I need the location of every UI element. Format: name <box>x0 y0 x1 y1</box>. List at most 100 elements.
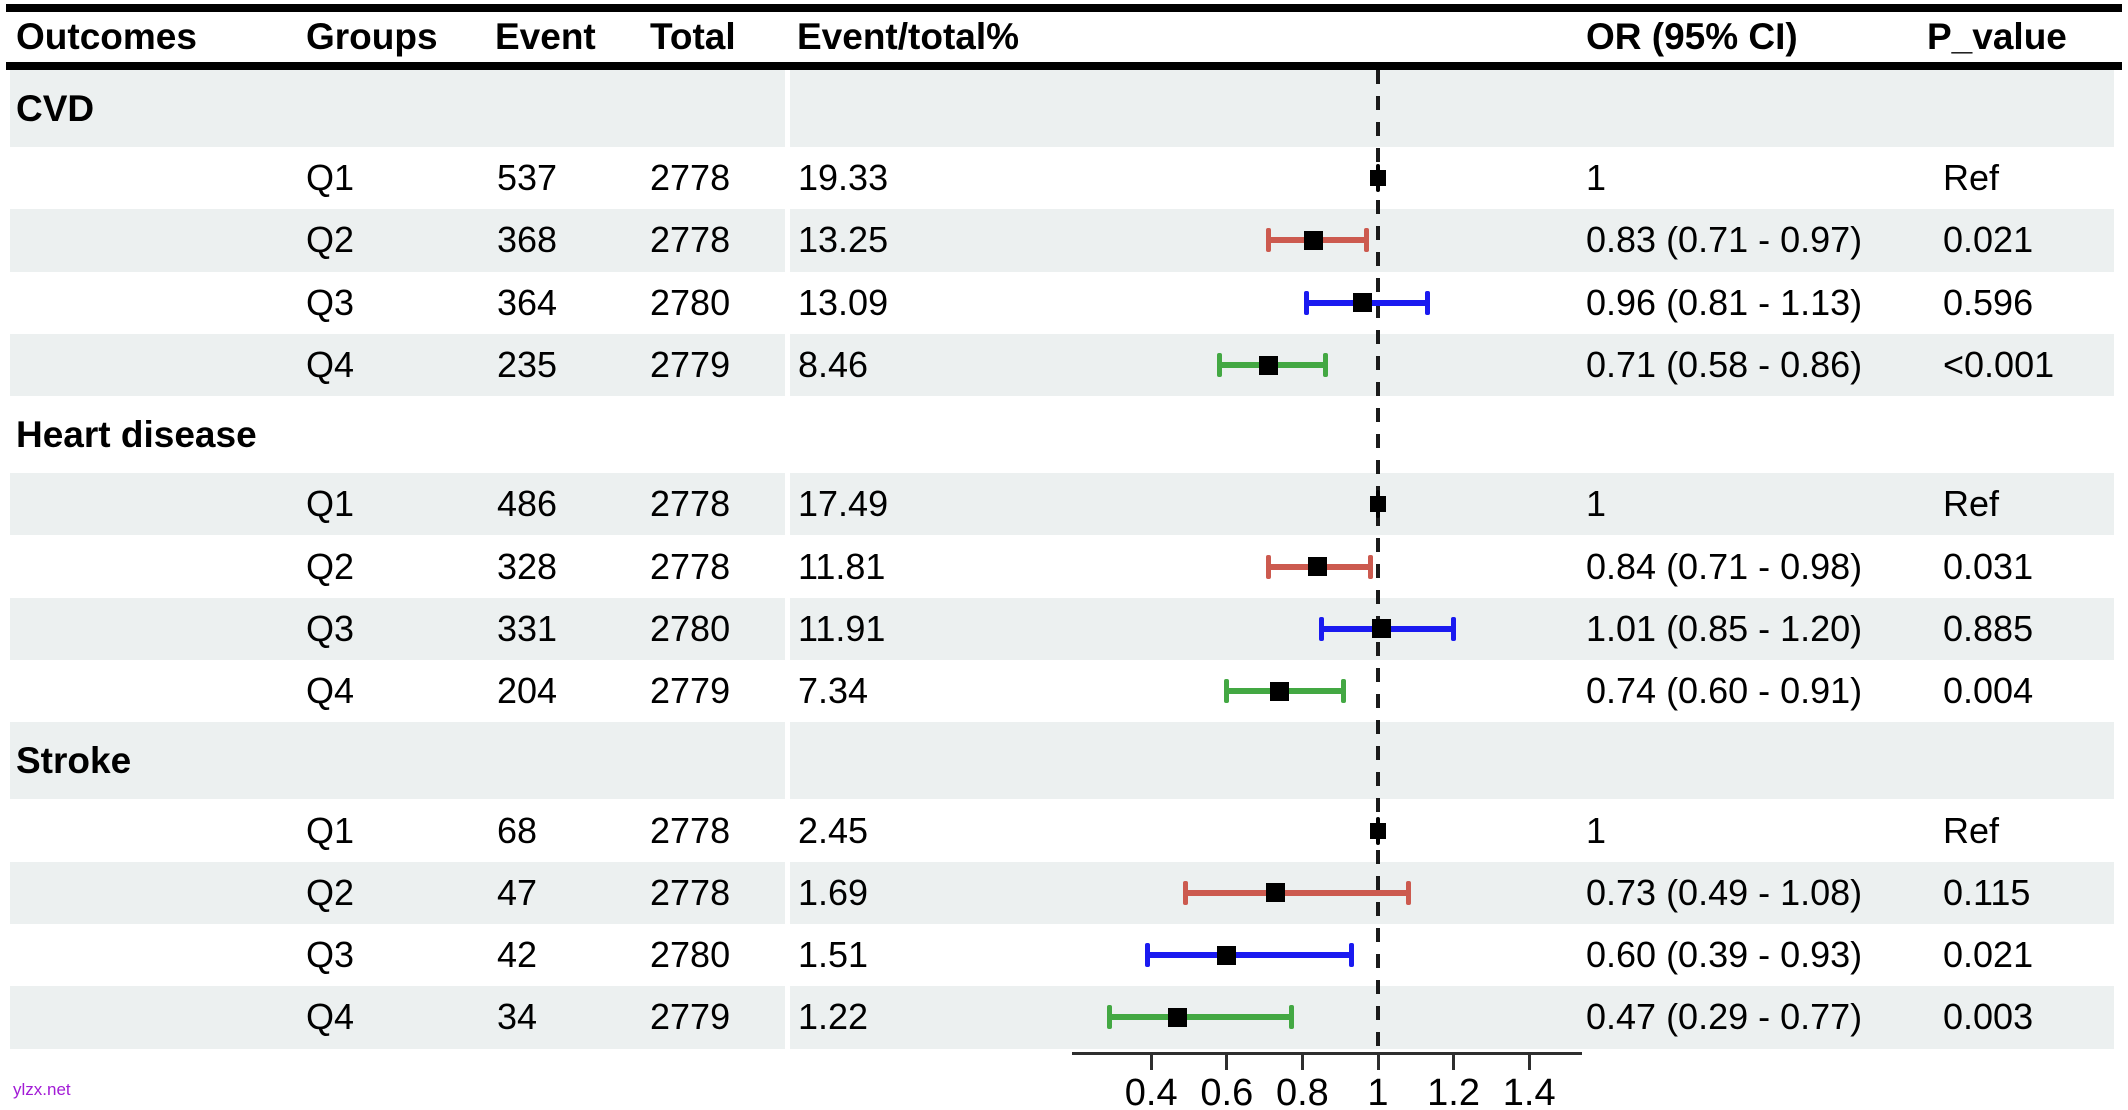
cell-total: 2780 <box>650 281 731 323</box>
cell-p-value: 0.596 <box>1943 281 2034 323</box>
section-row: Stroke <box>0 722 2128 800</box>
ci-cap-high <box>1364 228 1370 253</box>
cell-event-total-pct: 11.91 <box>798 607 886 649</box>
row-stripe <box>10 722 2114 800</box>
cell-total: 2778 <box>650 545 731 587</box>
cell-event-total-pct: 13.09 <box>798 281 889 323</box>
cell-total: 2779 <box>650 996 731 1038</box>
cell-p-value: 0.003 <box>1943 996 2034 1038</box>
cell-group: Q2 <box>306 545 355 587</box>
x-axis-tick-label: 1.2 <box>1427 1072 1480 1110</box>
x-axis-tick-label: 0.6 <box>1200 1072 1254 1110</box>
cell-total: 2778 <box>650 871 731 913</box>
table-row: Q3 331 2780 11.91 1.01 (0.85 - 1.20) 0.885 <box>0 597 2128 661</box>
cell-event-total-pct: 11.81 <box>798 545 886 587</box>
cell-total: 2780 <box>650 934 731 976</box>
cell-group: Q3 <box>306 934 355 976</box>
point-marker <box>1372 619 1392 639</box>
table-row: Q2 368 2778 13.25 0.83 (0.71 - 0.97) 0.021 <box>0 209 2128 272</box>
section-row: Heart disease <box>0 396 2128 473</box>
cell-total: 2778 <box>650 809 731 851</box>
cell-or-ci: 0.83 (0.71 - 0.97) <box>1586 219 1863 261</box>
cell-event: 368 <box>497 219 558 261</box>
top-border <box>6 4 2122 12</box>
cell-event-total-pct: 19.33 <box>798 157 889 199</box>
ci-cap-low <box>1107 1005 1113 1030</box>
cell-event: 364 <box>497 281 558 323</box>
cell-or-ci: 0.47 (0.29 - 0.77) <box>1586 996 1863 1038</box>
cell-or-ci: 0.74 (0.60 - 0.91) <box>1586 670 1863 712</box>
cell-p-value: 0.031 <box>1943 545 2034 587</box>
cell-event: 331 <box>497 607 558 649</box>
ci-cap-high <box>1349 943 1355 968</box>
table-row: Q3 42 2780 1.51 0.60 (0.39 - 0.93) 0.021 <box>0 924 2128 986</box>
cell-total: 2778 <box>650 483 731 525</box>
cell-group: Q2 <box>306 219 355 261</box>
column-header-groups: Groups <box>306 16 438 57</box>
ref-marker <box>1370 170 1386 187</box>
cell-p-value: Ref <box>1943 157 2000 199</box>
table-row: Q4 235 2779 8.46 0.71 (0.58 - 0.86) <0.001 <box>0 333 2128 397</box>
ci-bar <box>1109 1014 1292 1021</box>
point-marker <box>1308 557 1328 577</box>
ref-marker <box>1370 822 1386 839</box>
x-axis-tick <box>1300 1052 1304 1070</box>
cell-event-total-pct: 13.25 <box>798 219 889 261</box>
point-marker <box>1168 1007 1188 1027</box>
cell-total: 2779 <box>650 344 731 386</box>
ci-cap-low <box>1182 880 1188 905</box>
cell-event-total-pct: 17.49 <box>798 483 889 525</box>
cell-group: Q4 <box>306 670 355 712</box>
ci-cap-high <box>1405 880 1411 905</box>
cell-or-ci: 0.96 (0.81 - 1.13) <box>1586 281 1863 323</box>
cell-group: Q3 <box>306 281 355 323</box>
cell-event-total-pct: 7.34 <box>798 670 869 712</box>
x-axis-tick-label: 1 <box>1367 1072 1389 1110</box>
cell-event: 328 <box>497 545 558 587</box>
point-marker <box>1266 883 1286 903</box>
ci-cap-high <box>1424 290 1430 315</box>
column-divider <box>785 70 790 1049</box>
column-header-event-total: Event/total% <box>797 16 1020 57</box>
cell-or-ci: 0.60 (0.39 - 0.93) <box>1586 934 1863 976</box>
table-row: Q3 364 2780 13.09 0.96 (0.81 - 1.13) 0.596 <box>0 272 2128 334</box>
cell-total: 2780 <box>650 607 731 649</box>
ci-bar <box>1185 889 1409 896</box>
row-stripe <box>10 861 2114 924</box>
x-axis-tick <box>1376 1052 1380 1070</box>
ci-cap-low <box>1144 943 1150 968</box>
cell-event: 68 <box>497 809 538 851</box>
cell-total: 2778 <box>650 157 731 199</box>
ci-cap-low <box>1303 290 1309 315</box>
cell-event: 235 <box>497 344 558 386</box>
point-marker <box>1304 230 1324 250</box>
x-axis-tick-label: 0.8 <box>1275 1072 1329 1110</box>
x-axis-tick-label: 1.4 <box>1502 1072 1556 1110</box>
table-row: Q1 68 2778 2.45 1 Ref <box>0 799 2128 861</box>
cell-group: Q2 <box>306 871 355 913</box>
point-marker <box>1270 681 1290 701</box>
x-axis-tick <box>1225 1052 1229 1070</box>
ci-cap-low <box>1224 679 1230 704</box>
cell-event-total-pct: 1.69 <box>798 871 869 913</box>
cell-or-ci: 1.01 (0.85 - 1.20) <box>1586 607 1863 649</box>
ci-bar <box>1147 952 1352 959</box>
ref-marker <box>1370 496 1386 513</box>
column-header-outcomes: Outcomes <box>16 16 197 57</box>
cell-p-value: Ref <box>1943 809 2000 851</box>
table-row: Q2 47 2778 1.69 0.73 (0.49 - 1.08) 0.115 <box>0 861 2128 924</box>
table-row: Q1 486 2778 17.49 1 Ref <box>0 473 2128 536</box>
cell-total: 2779 <box>650 670 731 712</box>
table-row: Q4 204 2779 7.34 0.74 (0.60 - 0.91) 0.004 <box>0 660 2128 722</box>
cell-group: Q3 <box>306 607 355 649</box>
cell-p-value: 0.004 <box>1943 670 2034 712</box>
row-stripe <box>10 333 2114 397</box>
x-axis-tick <box>1452 1052 1456 1070</box>
ci-cap-high <box>1341 679 1347 704</box>
cell-or-ci: 0.84 (0.71 - 0.98) <box>1586 545 1863 587</box>
cell-or-ci: 1 <box>1586 483 1607 525</box>
cell-event: 537 <box>497 157 558 199</box>
point-marker <box>1217 945 1237 965</box>
